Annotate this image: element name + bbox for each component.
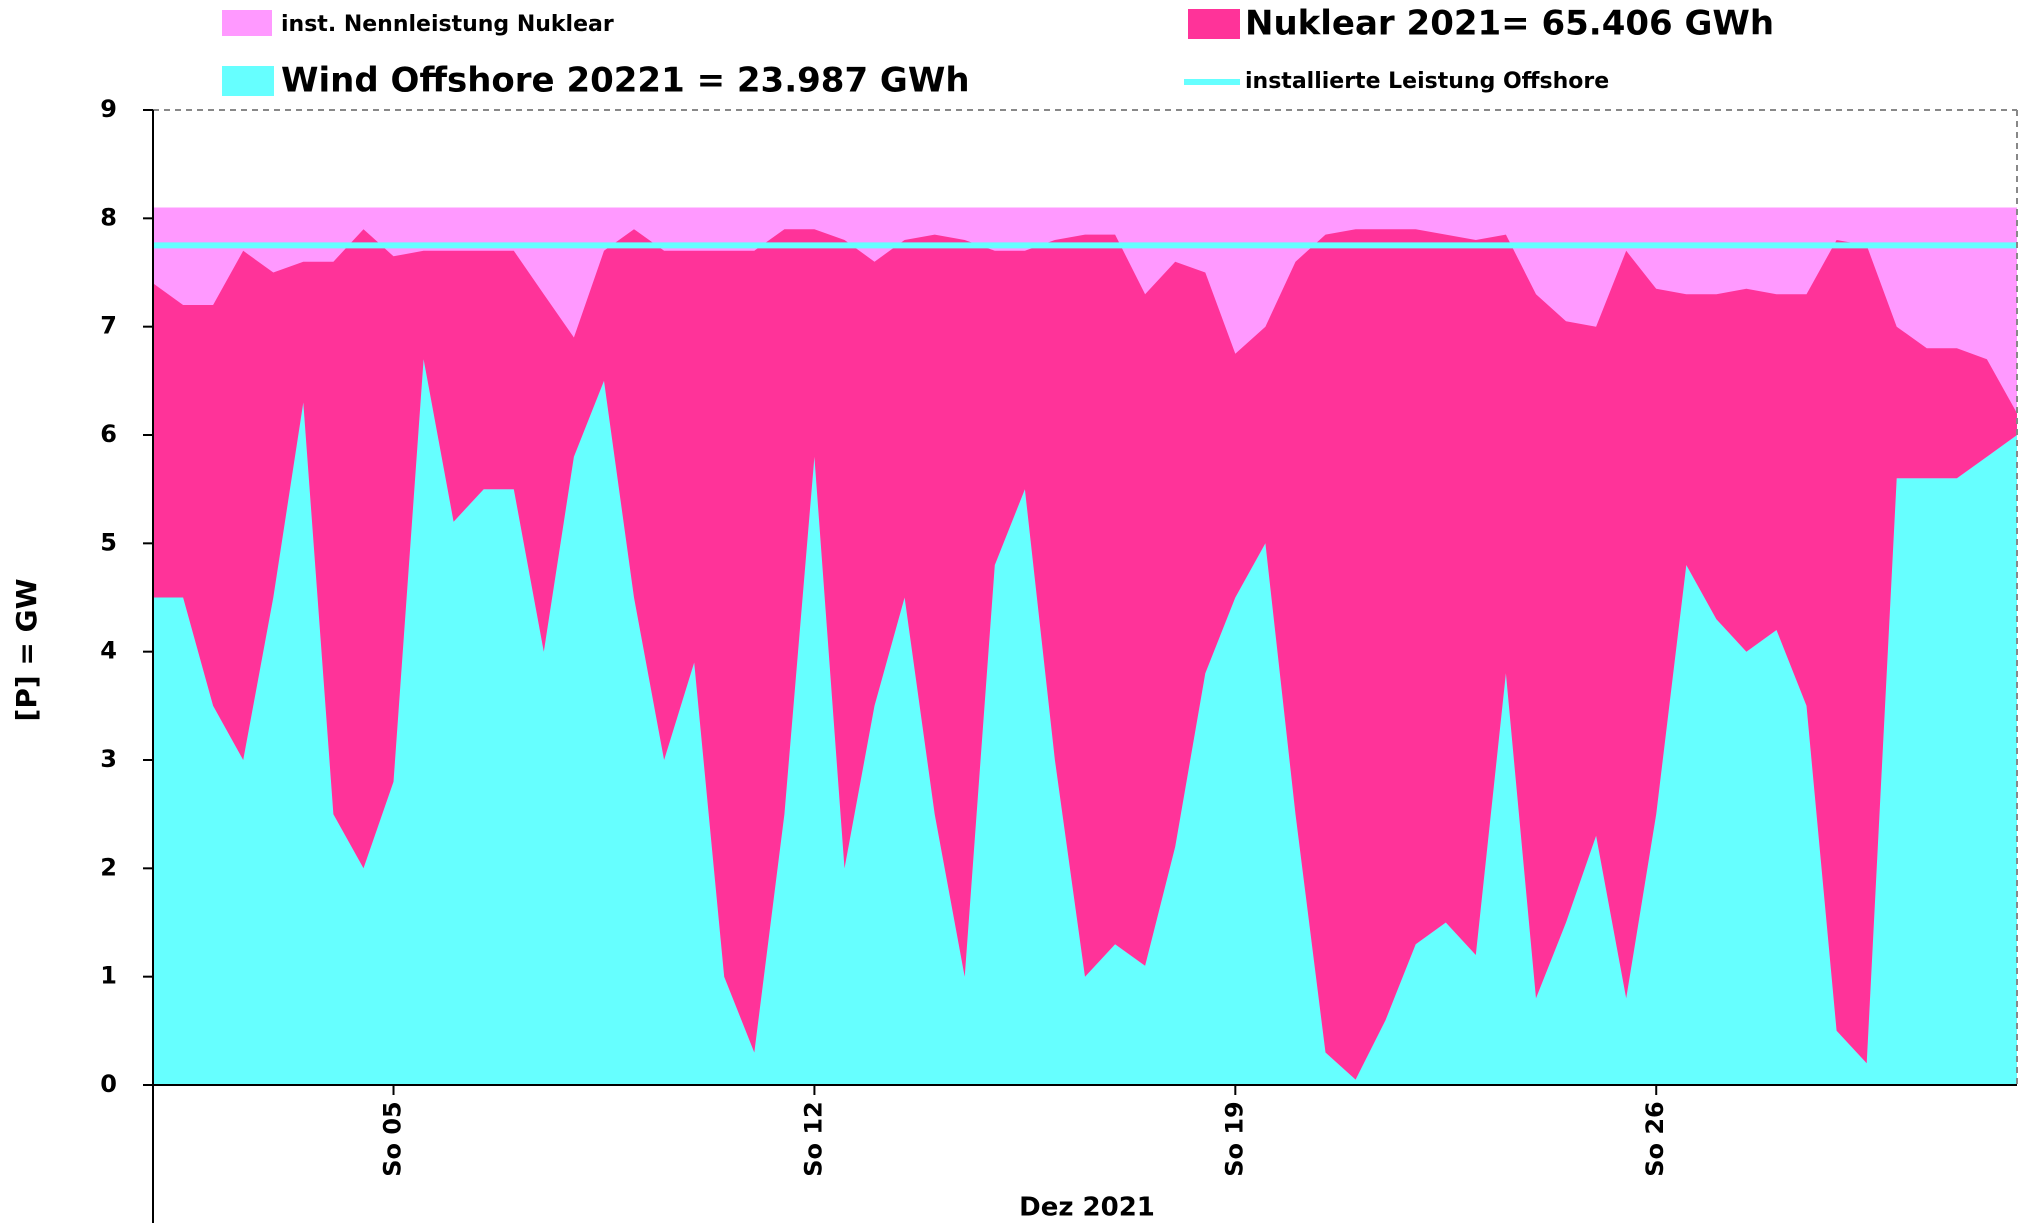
x-tick-label: So 12	[799, 1101, 827, 1177]
y-tick-label: 1	[100, 962, 117, 990]
legend-label: Nuklear 2021= 65.406 GWh	[1245, 4, 1774, 44]
area	[153, 359, 2017, 1085]
legend-label: installierte Leistung Offshore	[1245, 69, 1609, 94]
y-tick-label: 7	[100, 312, 117, 340]
y-tick-label: 3	[100, 745, 117, 773]
plot-area	[153, 207, 2017, 1085]
y-tick-label: 4	[100, 637, 117, 665]
x-tick-label: So 19	[1220, 1101, 1248, 1177]
y-tick-label: 0	[100, 1070, 117, 1098]
x-tick-label: So 26	[1641, 1101, 1669, 1177]
y-tick-label: 2	[100, 853, 117, 881]
legend-swatch	[222, 66, 274, 96]
y-tick-label: 6	[100, 420, 117, 448]
y-tick-label: 5	[100, 528, 117, 556]
y-tick-label: 9	[100, 95, 117, 123]
legend-label: inst. Nennleistung Nuklear	[281, 12, 614, 37]
x-tick-label: So 05	[379, 1101, 407, 1177]
x-axis-title: Dez 2021	[1019, 1193, 1155, 1223]
legend-swatch	[1188, 9, 1240, 39]
legend-label: Wind Offshore 20221 = 23.987 GWh	[281, 61, 970, 101]
legend-swatch	[222, 10, 272, 36]
area	[153, 229, 2017, 1080]
y-tick-label: 8	[100, 203, 117, 231]
y-axis-title: [P] = GW	[10, 578, 43, 721]
